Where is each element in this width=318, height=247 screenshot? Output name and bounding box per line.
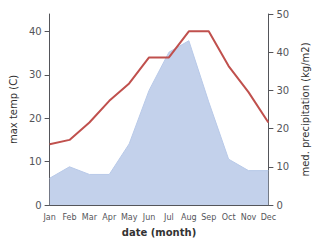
svg-text:Mar: Mar	[82, 213, 98, 222]
svg-text:Sep: Sep	[201, 213, 216, 222]
svg-text:20: 20	[29, 113, 42, 124]
svg-text:40: 40	[276, 47, 289, 58]
svg-text:May: May	[121, 213, 138, 222]
svg-text:date (month): date (month)	[122, 227, 196, 238]
svg-text:med. precipitation (kg/m2): med. precipitation (kg/m2)	[300, 42, 311, 176]
svg-text:0: 0	[35, 200, 41, 211]
svg-text:10: 10	[276, 161, 289, 172]
svg-text:Jul: Jul	[163, 213, 174, 222]
svg-text:Apr: Apr	[102, 213, 117, 222]
svg-text:Oct: Oct	[222, 213, 236, 222]
svg-text:Nov: Nov	[241, 213, 257, 222]
svg-text:Feb: Feb	[62, 213, 76, 222]
svg-text:Dec: Dec	[261, 213, 276, 222]
svg-text:Jan: Jan	[42, 213, 55, 222]
svg-text:max temp (C): max temp (C)	[8, 75, 19, 144]
svg-text:50: 50	[276, 9, 289, 20]
svg-text:20: 20	[276, 123, 289, 134]
svg-text:30: 30	[276, 85, 289, 96]
svg-text:40: 40	[29, 26, 42, 37]
svg-text:30: 30	[29, 69, 42, 80]
svg-text:0: 0	[276, 200, 282, 211]
svg-text:Aug: Aug	[181, 213, 197, 222]
svg-text:10: 10	[29, 156, 42, 167]
svg-text:Jun: Jun	[142, 213, 156, 222]
